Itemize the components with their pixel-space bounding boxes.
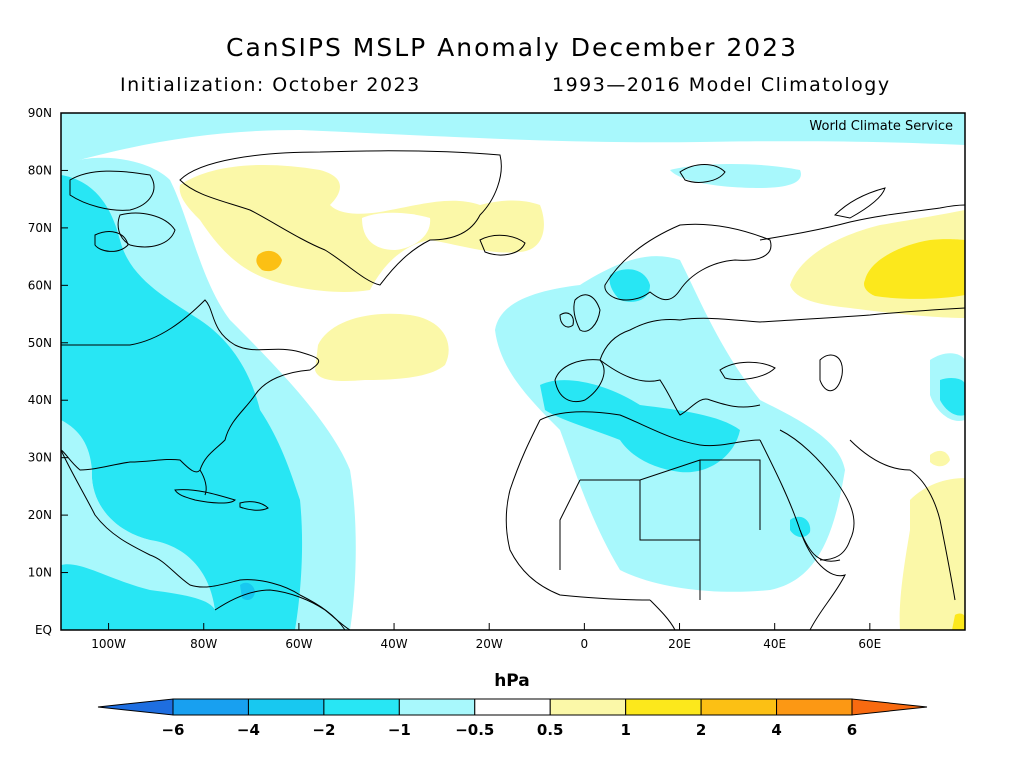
anomaly-region — [256, 250, 282, 272]
colorbar-tick-label: −6 — [161, 721, 184, 739]
climatology-subtitle: 1993—2016 Model Climatology — [552, 74, 891, 96]
colorbar-bin — [323, 698, 400, 716]
latitude-label: EQ — [35, 623, 52, 637]
longitude-label: 60E — [858, 637, 881, 651]
anomaly-map: World Climate Service 90N 80N 70N 60N 50N 40N… — [28, 106, 966, 651]
colorbar-tick-label: 0.5 — [537, 721, 564, 739]
colorbar-tick-label: 1 — [620, 721, 630, 739]
colorbar-tick-label: −4 — [237, 721, 260, 739]
latitude-label: 90N — [28, 106, 52, 120]
longitude-label: 80W — [190, 637, 217, 651]
anomaly-region — [930, 450, 950, 467]
longitude-label: 60W — [285, 637, 312, 651]
colorbar-tick-label: 4 — [771, 721, 781, 739]
anomaly-region — [61, 113, 965, 165]
colorbar-tick-label: −1 — [388, 721, 411, 739]
colorbar-bin — [474, 698, 551, 716]
anomaly-region — [65, 448, 161, 560]
colorbar: −6 −4 −2 −1 −0.5 0.5 1 2 4 6 — [97, 698, 928, 739]
latitude-label: 80N — [28, 163, 52, 177]
anomaly-region — [362, 212, 431, 250]
latitude-axis: 90N 80N 70N 60N 50N 40N 30N 20N 10N EQ — [28, 106, 68, 637]
anomaly-region — [790, 516, 811, 538]
colorbar-bin — [549, 698, 627, 716]
anomaly-region — [61, 175, 303, 630]
colorbar-bin — [247, 698, 325, 716]
colorbar-bin — [851, 698, 928, 716]
anomaly-region — [952, 613, 965, 630]
anomaly-region — [240, 582, 255, 600]
anomaly-region — [609, 269, 650, 302]
map-title: CanSIPS MSLP Anomaly December 2023 — [226, 33, 798, 62]
coastlines — [61, 150, 965, 630]
latitude-label: 40N — [28, 393, 52, 407]
anomaly-region — [315, 313, 449, 381]
colorbar-tick-label: −2 — [312, 721, 335, 739]
colorbar-bin — [398, 698, 476, 716]
colorbar-bin — [700, 698, 778, 716]
credit-label: World Climate Service — [809, 119, 953, 134]
anomaly-region — [540, 380, 740, 473]
colorbar-unit: hPa — [494, 671, 530, 691]
anomaly-field — [61, 113, 965, 630]
anomaly-region — [864, 239, 965, 299]
colorbar-tick-label: −0.5 — [455, 721, 494, 739]
anomaly-region — [899, 478, 965, 630]
longitude-label: 20E — [668, 637, 691, 651]
latitude-label: 50N — [28, 336, 52, 350]
latitude-label: 30N — [28, 451, 52, 465]
longitude-label: 0 — [581, 637, 589, 651]
longitude-axis: 100W 80W 60W 40W 20W 0 20E 40E 60E — [91, 623, 881, 651]
colorbar-tick-label: 6 — [847, 721, 857, 739]
colorbar-bin — [97, 698, 174, 716]
latitude-label: 70N — [28, 221, 52, 235]
map-frame — [60, 112, 966, 631]
longitude-label: 20W — [476, 637, 503, 651]
latitude-label: 20N — [28, 508, 52, 522]
longitude-label: 40E — [763, 637, 786, 651]
colorbar-bin — [776, 698, 853, 716]
latitude-label: 10N — [28, 566, 52, 580]
colorbar-tick-label: 2 — [696, 721, 706, 739]
longitude-label: 40W — [380, 637, 407, 651]
latitude-label: 60N — [28, 278, 52, 292]
anomaly-region — [940, 377, 965, 416]
colorbar-bin — [172, 698, 249, 716]
longitude-label: 100W — [91, 637, 126, 651]
colorbar-bin — [625, 698, 702, 716]
initialization-subtitle: Initialization: October 2023 — [120, 74, 421, 96]
